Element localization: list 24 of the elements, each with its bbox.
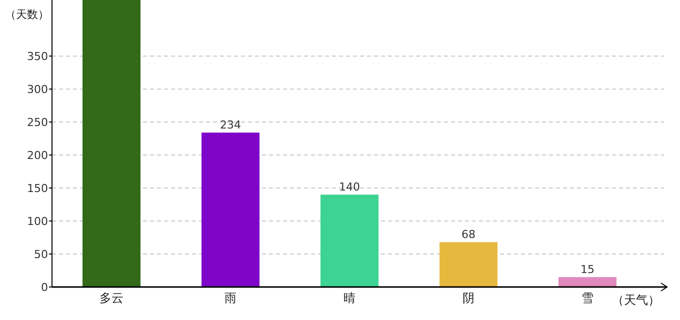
bar — [82, 0, 140, 287]
bar — [320, 194, 378, 287]
y-tick-label: 200 — [27, 149, 48, 162]
bar — [440, 242, 498, 287]
y-tick-label: 250 — [27, 116, 48, 130]
y-tick-label: 100 — [27, 215, 48, 228]
data-label: 140 — [339, 180, 360, 194]
bar — [202, 132, 260, 287]
x-tick-label: 雨 — [224, 291, 236, 305]
y-tick-label: 300 — [27, 83, 48, 96]
x-tick-label: 阴 — [462, 291, 474, 305]
y-tick-label: 50 — [34, 248, 48, 262]
y-tick-label: 0 — [41, 281, 48, 294]
data-label: 15 — [580, 263, 594, 276]
x-axis-title: （天气） — [612, 293, 660, 307]
x-tick-label: 晴 — [344, 291, 356, 305]
data-label: 68 — [462, 228, 476, 242]
y-tick-label: 150 — [27, 182, 48, 196]
x-tick-label: 多云 — [100, 291, 124, 305]
y-axis-title: （天数） — [5, 8, 49, 21]
data-label: 234 — [220, 118, 241, 132]
bar — [558, 277, 616, 287]
x-tick-label: 雪 — [582, 291, 594, 305]
y-tick-label: 350 — [27, 50, 48, 64]
